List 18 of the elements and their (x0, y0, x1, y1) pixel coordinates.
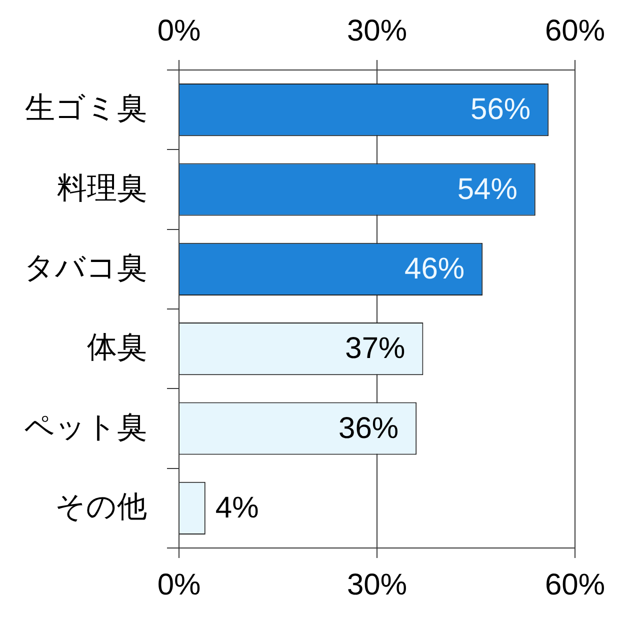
y-tick-label: タバコ臭 (24, 251, 147, 284)
y-tick-label: 生ゴミ臭 (25, 92, 147, 126)
y-tick-label: 体臭 (87, 331, 147, 364)
data-label: 46% (404, 252, 465, 286)
data-label: 56% (470, 93, 531, 126)
data-label: 4% (215, 491, 259, 524)
y-tick-label: その他 (55, 490, 147, 524)
data-label: 54% (457, 172, 518, 206)
y-tick-label: 料理臭 (57, 172, 147, 205)
x2-tick-label: 30% (346, 14, 408, 48)
x-tick-label: 30% (346, 568, 408, 602)
x-tick-label: 60% (544, 568, 606, 602)
y-tick-label: ペット臭 (24, 410, 147, 444)
x2-tick-label: 60% (544, 14, 606, 48)
data-label: 36% (338, 412, 399, 445)
x-tick-label: 0% (157, 568, 201, 602)
data-label: 37% (345, 332, 406, 366)
x2-tick-label: 0% (157, 14, 201, 48)
